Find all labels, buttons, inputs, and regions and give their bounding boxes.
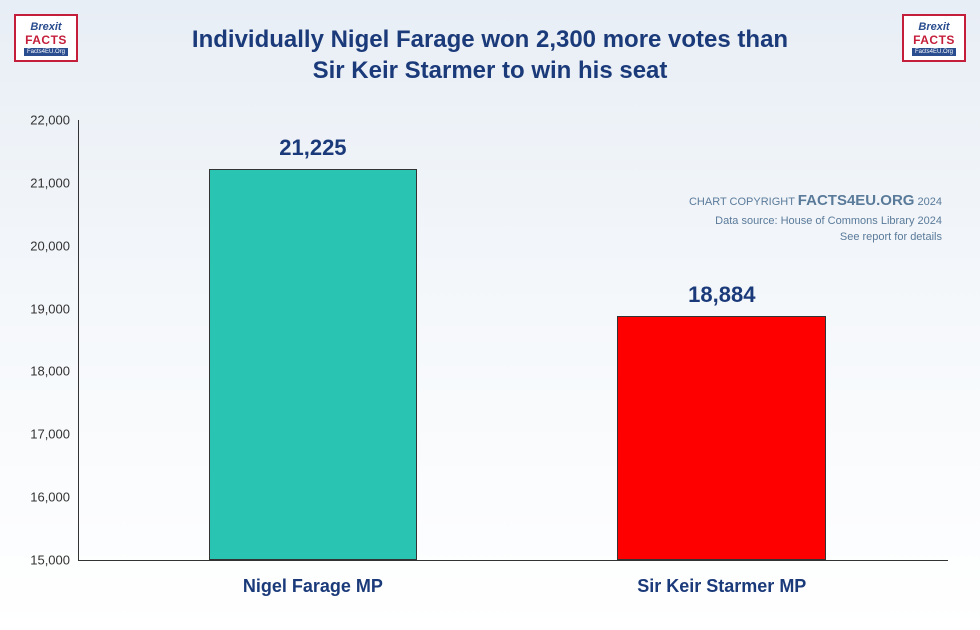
x-axis-label-0: Nigel Farage MP <box>169 576 458 597</box>
y-tick-label: 15,000 <box>18 553 70 568</box>
bar-value-label-1: 18,884 <box>617 282 826 316</box>
y-tick-label: 19,000 <box>18 301 70 316</box>
bar-value-label-0: 21,225 <box>209 135 418 169</box>
chart-title-line1: Individually Nigel Farage won 2,300 more… <box>0 24 980 55</box>
y-tick-label: 21,000 <box>18 175 70 190</box>
bar-1 <box>617 316 826 560</box>
chart-title-line2: Sir Keir Starmer to win his seat <box>0 55 980 86</box>
x-axis-line <box>78 560 948 561</box>
y-tick-label: 16,000 <box>18 490 70 505</box>
plot-area: 15,00016,00017,00018,00019,00020,00021,0… <box>78 120 948 560</box>
chart-title: Individually Nigel Farage won 2,300 more… <box>0 24 980 86</box>
chart-container: Brexit FACTS Facts4EU.Org Brexit FACTS F… <box>0 0 980 630</box>
y-tick-label: 17,000 <box>18 427 70 442</box>
y-tick-label: 22,000 <box>18 113 70 128</box>
y-axis-line <box>78 120 79 560</box>
y-tick-label: 18,000 <box>18 364 70 379</box>
bar-0 <box>209 169 418 560</box>
y-tick-label: 20,000 <box>18 238 70 253</box>
x-axis-label-1: Sir Keir Starmer MP <box>577 576 866 597</box>
